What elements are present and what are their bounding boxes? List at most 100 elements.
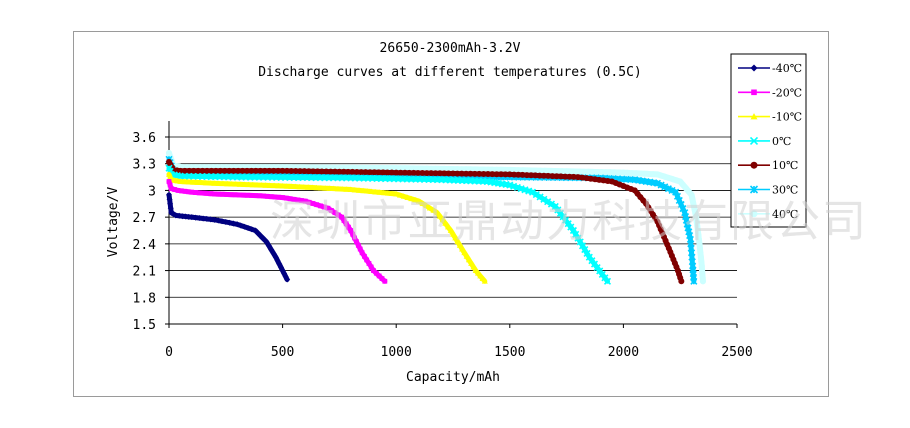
legend-label: -20℃ [772, 86, 802, 99]
series-point [570, 173, 577, 180]
series-point [200, 215, 207, 222]
series-point [384, 165, 391, 172]
series-point [224, 192, 230, 197]
series-point [515, 167, 522, 174]
series-point [358, 164, 365, 171]
series-point [572, 230, 580, 238]
series-point [376, 189, 383, 195]
series-point [519, 167, 526, 174]
series-point [257, 193, 263, 199]
series-point [196, 215, 203, 222]
series-point [358, 169, 365, 176]
series-point [196, 190, 202, 196]
series-point [207, 216, 214, 223]
series-point [349, 164, 356, 171]
x-tick-label: 1000 [381, 345, 412, 360]
series-point [452, 234, 459, 241]
series-point [366, 261, 372, 266]
series-point [439, 216, 446, 223]
series-point [362, 164, 369, 171]
series-point [166, 196, 173, 203]
series-point [432, 170, 439, 177]
series-point [339, 214, 345, 220]
series-point [265, 193, 270, 199]
series-point [554, 168, 561, 175]
series-point [401, 165, 408, 172]
series-point [345, 168, 352, 175]
series-point [380, 165, 387, 172]
x-tick-label: 2500 [721, 345, 752, 360]
series-point [356, 187, 363, 193]
series-point [567, 168, 574, 175]
series-point [480, 166, 487, 173]
series-point [661, 183, 669, 191]
series-point [257, 167, 264, 174]
series-point [219, 180, 226, 187]
series-point [456, 242, 463, 248]
series-point [230, 220, 237, 227]
series-point [581, 246, 589, 254]
series-point [219, 218, 226, 225]
series-point [357, 246, 363, 252]
series-point [372, 188, 379, 195]
series-point [699, 278, 706, 285]
series-point [445, 223, 452, 230]
series-point [695, 236, 702, 243]
series-layer [165, 150, 706, 285]
series-point [188, 214, 195, 221]
series-point [467, 166, 474, 173]
series-point [296, 183, 303, 190]
series-point [182, 188, 188, 194]
series-point [215, 180, 222, 186]
series-point [179, 188, 184, 194]
series-point [359, 250, 365, 256]
series-point [217, 167, 224, 174]
legend-item: -20℃ [738, 86, 802, 99]
series-point [419, 200, 426, 206]
series-point [423, 165, 430, 172]
series-point [611, 169, 618, 176]
series-point [532, 172, 539, 179]
series-point [585, 168, 592, 175]
series-point [557, 173, 564, 180]
series-point [447, 227, 454, 233]
series-point [177, 167, 184, 174]
series-point [204, 190, 210, 196]
series-point [546, 167, 553, 174]
series-point [406, 169, 413, 176]
series-point [650, 171, 657, 178]
series-point [524, 167, 531, 174]
series-point [393, 165, 400, 172]
series-point [244, 167, 251, 174]
legend-marker [750, 113, 758, 120]
series-point [334, 185, 341, 192]
series-point [167, 205, 174, 212]
series-point [364, 188, 371, 194]
series-point [211, 216, 218, 223]
series-point [368, 264, 374, 270]
series-point [375, 169, 382, 176]
legend-marker [750, 210, 758, 218]
series-point [562, 173, 569, 180]
legend-items: -40℃ -20℃ -10℃ 0℃ 10℃ 30℃ 40℃ [738, 62, 802, 221]
series-point [502, 171, 509, 178]
series-point [313, 184, 320, 191]
series-point [215, 217, 222, 224]
series-point [419, 165, 426, 172]
series-point [271, 182, 278, 189]
series-point [253, 193, 259, 199]
series-point [263, 239, 270, 246]
series-point [326, 185, 333, 191]
series-point [172, 187, 178, 192]
series-point [678, 278, 685, 285]
series-point [384, 169, 391, 176]
series-point [664, 185, 672, 193]
series-point [168, 186, 174, 192]
series-point [476, 166, 483, 173]
series-point [502, 166, 509, 173]
series-point [194, 179, 201, 185]
series-point [283, 183, 290, 189]
series-point [694, 223, 701, 230]
series-point [380, 189, 387, 196]
series-point [436, 170, 443, 177]
